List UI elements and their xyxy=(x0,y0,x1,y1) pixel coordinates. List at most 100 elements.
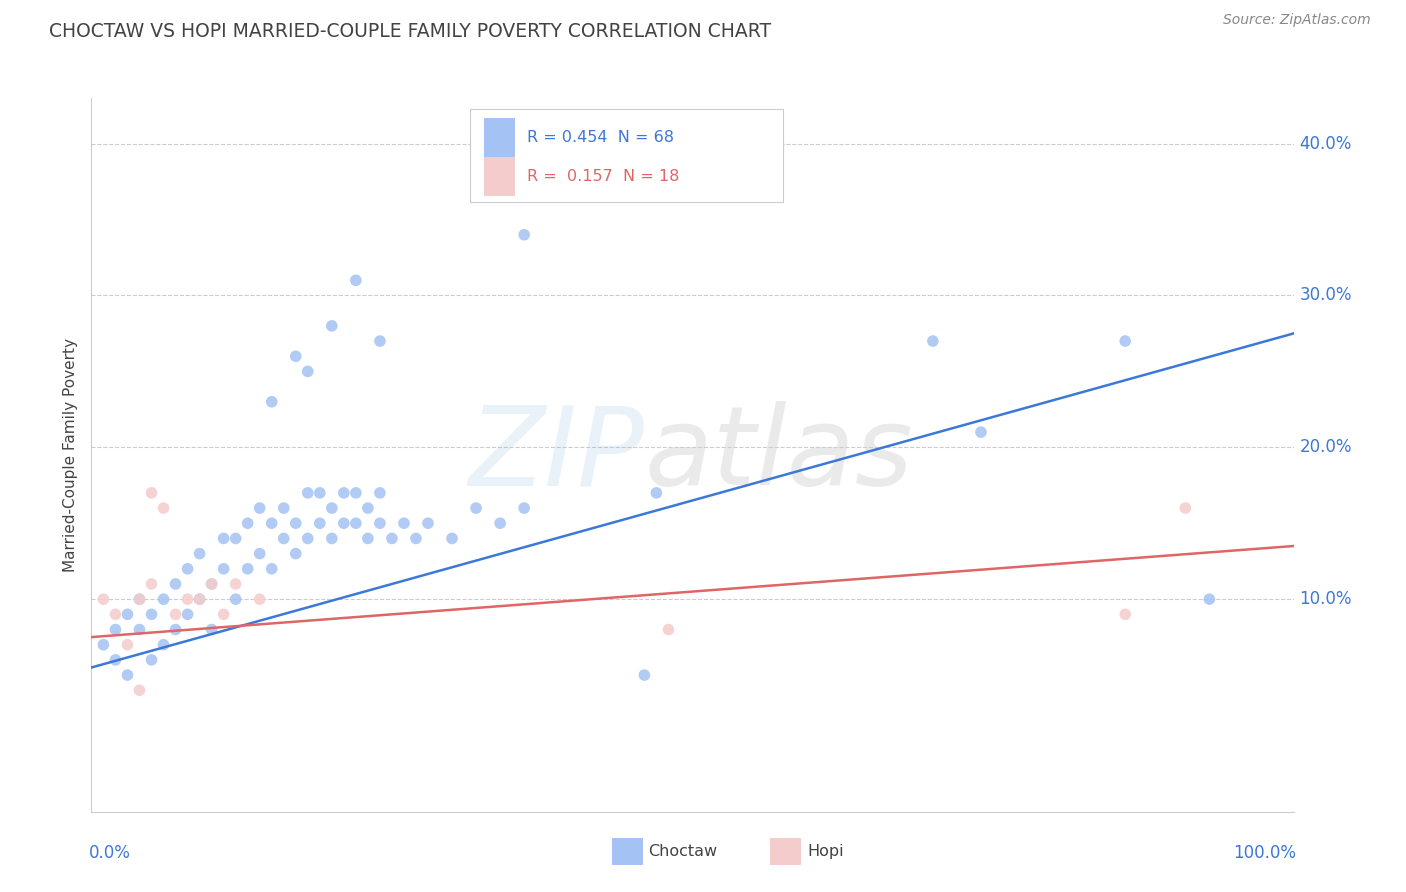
Point xyxy=(141,607,163,622)
Point xyxy=(165,607,187,622)
Point xyxy=(104,653,127,667)
Point xyxy=(201,577,224,591)
Point xyxy=(344,273,367,287)
Point xyxy=(1114,334,1136,348)
Point xyxy=(1174,501,1197,516)
Point xyxy=(1198,592,1220,607)
Point xyxy=(273,532,295,546)
Point xyxy=(260,394,283,409)
Point xyxy=(93,638,115,652)
Point xyxy=(657,623,679,637)
Point xyxy=(297,486,319,500)
Point xyxy=(392,516,415,531)
Point xyxy=(297,364,319,378)
Point xyxy=(970,425,993,439)
Point xyxy=(284,349,307,363)
Point xyxy=(321,318,343,333)
Point xyxy=(249,501,271,516)
Point xyxy=(165,623,187,637)
Point xyxy=(357,501,380,516)
Point xyxy=(249,547,271,561)
Point xyxy=(236,562,259,576)
Point xyxy=(117,668,139,682)
Point xyxy=(321,501,343,516)
Point xyxy=(141,486,163,500)
Point xyxy=(152,592,174,607)
Text: Hopi: Hopi xyxy=(807,845,844,859)
Point xyxy=(284,547,307,561)
Point xyxy=(333,516,356,531)
Point xyxy=(273,501,295,516)
Bar xyxy=(485,157,515,196)
Point xyxy=(513,501,536,516)
Point xyxy=(188,592,211,607)
Point xyxy=(368,334,391,348)
Point xyxy=(104,607,127,622)
Point xyxy=(1114,607,1136,622)
Point xyxy=(284,516,307,531)
Point xyxy=(321,532,343,546)
Point xyxy=(176,607,198,622)
Point xyxy=(513,227,536,242)
Point xyxy=(297,532,319,546)
Text: 30.0%: 30.0% xyxy=(1299,286,1353,304)
Text: 20.0%: 20.0% xyxy=(1299,438,1353,457)
Point xyxy=(357,532,380,546)
Point xyxy=(260,516,283,531)
Point xyxy=(260,562,283,576)
Text: R =  0.157  N = 18: R = 0.157 N = 18 xyxy=(527,169,679,184)
Text: R = 0.454  N = 68: R = 0.454 N = 68 xyxy=(527,130,673,145)
Point xyxy=(212,532,235,546)
Point xyxy=(188,592,211,607)
Point xyxy=(117,638,139,652)
Point xyxy=(201,623,224,637)
Bar xyxy=(485,118,515,157)
Point xyxy=(201,577,224,591)
Point xyxy=(176,562,198,576)
Point xyxy=(128,623,150,637)
Point xyxy=(128,592,150,607)
Point xyxy=(368,516,391,531)
Point xyxy=(104,623,127,637)
Text: atlas: atlas xyxy=(644,401,912,508)
Text: 40.0%: 40.0% xyxy=(1299,135,1353,153)
Point xyxy=(633,668,655,682)
Point xyxy=(212,562,235,576)
Point xyxy=(381,532,404,546)
Point xyxy=(225,592,247,607)
Point xyxy=(225,577,247,591)
Point xyxy=(489,516,512,531)
Point xyxy=(188,547,211,561)
Point xyxy=(922,334,945,348)
Point xyxy=(416,516,439,531)
Point xyxy=(333,486,356,500)
Point xyxy=(225,532,247,546)
Point xyxy=(212,607,235,622)
Point xyxy=(308,486,330,500)
Point xyxy=(176,592,198,607)
Y-axis label: Married-Couple Family Poverty: Married-Couple Family Poverty xyxy=(62,338,77,572)
Text: 100.0%: 100.0% xyxy=(1233,844,1296,862)
Point xyxy=(152,501,174,516)
Point xyxy=(141,653,163,667)
Point xyxy=(344,486,367,500)
Point xyxy=(645,486,668,500)
Point xyxy=(93,592,115,607)
Point xyxy=(152,638,174,652)
Point xyxy=(236,516,259,531)
Point xyxy=(141,577,163,591)
Text: ZIP: ZIP xyxy=(468,401,644,508)
Text: 0.0%: 0.0% xyxy=(89,844,131,862)
Point xyxy=(128,683,150,698)
Point xyxy=(368,486,391,500)
Point xyxy=(128,592,150,607)
Text: Choctaw: Choctaw xyxy=(648,845,717,859)
FancyBboxPatch shape xyxy=(470,109,783,202)
Point xyxy=(440,532,463,546)
Point xyxy=(308,516,330,531)
Point xyxy=(165,577,187,591)
Point xyxy=(465,501,488,516)
Text: 10.0%: 10.0% xyxy=(1299,591,1353,608)
Point xyxy=(249,592,271,607)
Point xyxy=(344,516,367,531)
